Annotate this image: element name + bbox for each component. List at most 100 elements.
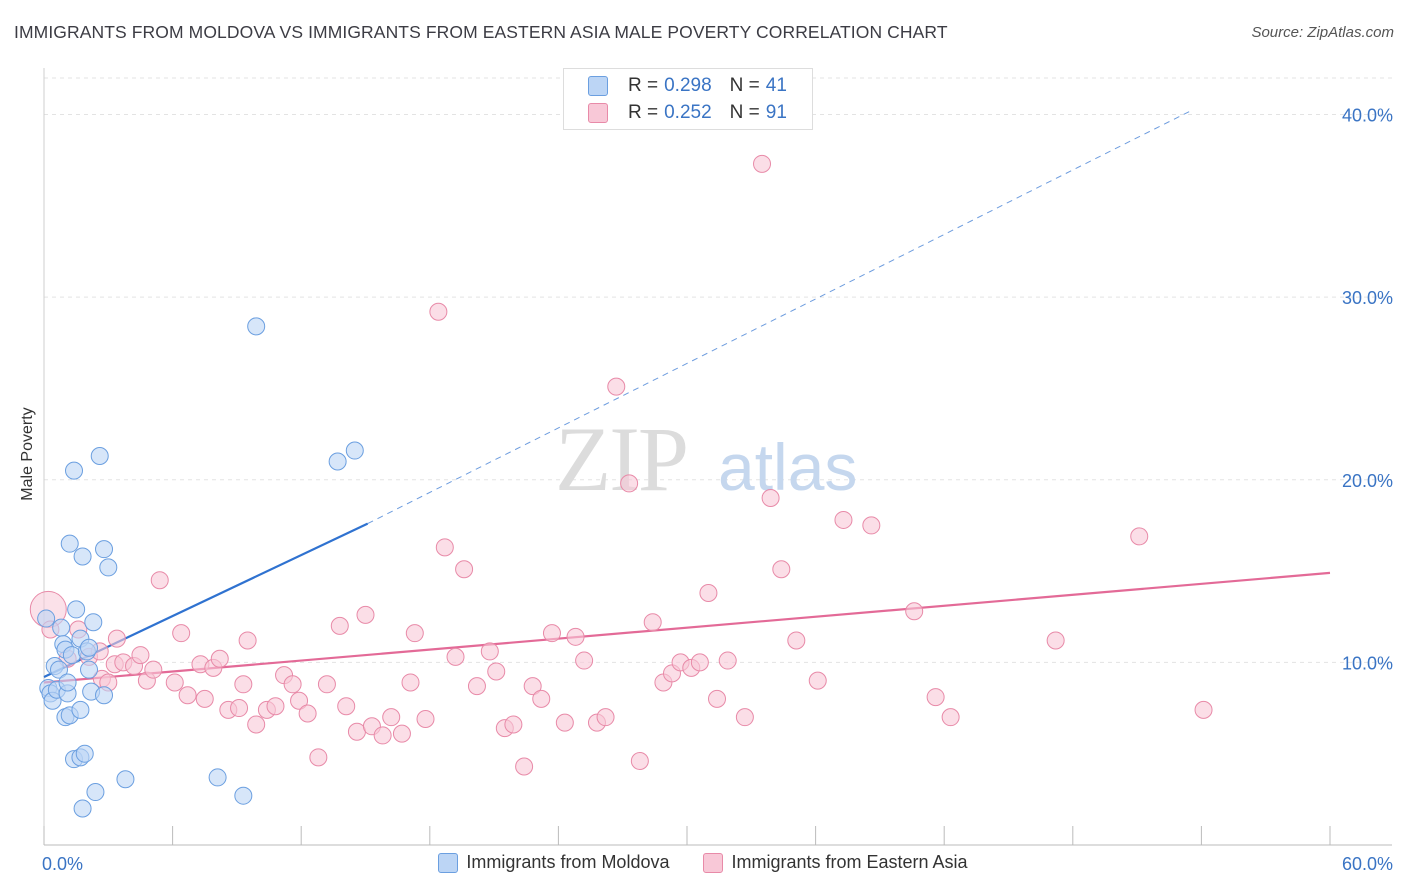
point-eastern-asia bbox=[555, 713, 574, 732]
point-eastern-asia bbox=[416, 709, 435, 728]
point-moldova bbox=[95, 686, 114, 705]
n-value: 91 bbox=[765, 102, 787, 123]
legend-label-moldova: Immigrants from Moldova bbox=[466, 852, 670, 872]
point-eastern-asia bbox=[172, 624, 191, 643]
point-eastern-asia bbox=[596, 708, 615, 727]
point-eastern-asia bbox=[643, 613, 662, 632]
point-eastern-asia bbox=[435, 538, 454, 557]
point-eastern-asia bbox=[787, 631, 806, 650]
legend-item-moldova: Immigrants from Moldova bbox=[438, 852, 669, 873]
point-moldova bbox=[84, 613, 103, 632]
point-eastern-asia bbox=[337, 697, 356, 716]
point-eastern-asia bbox=[834, 510, 853, 529]
point-moldova bbox=[73, 799, 92, 818]
point-eastern-asia bbox=[356, 605, 375, 624]
point-moldova bbox=[62, 646, 81, 665]
point-moldova bbox=[234, 786, 253, 805]
watermark: ZIP atlas bbox=[555, 408, 857, 510]
legend-swatch-pink bbox=[588, 103, 608, 123]
point-eastern-asia bbox=[347, 722, 366, 741]
point-eastern-asia bbox=[735, 708, 754, 727]
tick-labels: 10.0% 20.0% 30.0% 40.0% 0.0% 60.0% bbox=[42, 106, 1393, 874]
y-axis-label: Male Poverty bbox=[19, 407, 36, 501]
point-eastern-asia bbox=[480, 642, 499, 661]
point-eastern-asia bbox=[382, 708, 401, 727]
point-moldova bbox=[345, 441, 364, 460]
point-eastern-asia bbox=[515, 757, 534, 776]
stats-legend: R = 0.298 N = 41 R = 0.252 N = 91 bbox=[563, 68, 813, 130]
point-moldova bbox=[75, 744, 94, 763]
point-eastern-asia bbox=[195, 689, 214, 708]
point-moldova bbox=[60, 534, 79, 553]
point-eastern-asia bbox=[373, 726, 392, 745]
point-eastern-asia bbox=[575, 651, 594, 670]
point-eastern-asia bbox=[131, 646, 150, 665]
series-legend: Immigrants from Moldova Immigrants from … bbox=[0, 852, 1406, 873]
point-eastern-asia bbox=[455, 560, 474, 579]
n-label: N = bbox=[729, 102, 760, 123]
point-eastern-asia bbox=[178, 686, 197, 705]
point-eastern-asia bbox=[753, 154, 772, 173]
point-eastern-asia bbox=[392, 724, 411, 743]
point-eastern-asia bbox=[941, 708, 960, 727]
point-eastern-asia bbox=[283, 675, 302, 694]
point-moldova bbox=[65, 461, 84, 480]
point-eastern-asia bbox=[708, 689, 727, 708]
point-eastern-asia bbox=[210, 649, 229, 668]
point-eastern-asia bbox=[165, 673, 184, 692]
point-eastern-asia bbox=[926, 688, 945, 707]
legend-item-eastern-asia: Immigrants from Eastern Asia bbox=[703, 852, 968, 873]
point-eastern-asia bbox=[905, 602, 924, 621]
watermark-atlas: atlas bbox=[718, 430, 857, 504]
point-eastern-asia bbox=[1046, 631, 1065, 650]
point-moldova bbox=[116, 770, 135, 789]
point-eastern-asia bbox=[772, 560, 791, 579]
x-tick-label: 0.0% bbox=[42, 854, 83, 874]
source-label: Source: ZipAtlas.com bbox=[1251, 24, 1394, 41]
watermark-zip: ZIP bbox=[555, 408, 687, 510]
point-eastern-asia bbox=[144, 660, 163, 679]
point-moldova bbox=[86, 783, 105, 802]
point-eastern-asia bbox=[150, 571, 169, 590]
point-eastern-asia bbox=[405, 624, 424, 643]
trend-lines bbox=[43, 110, 1331, 684]
point-eastern-asia bbox=[330, 616, 349, 635]
y-tick-label: 20.0% bbox=[1342, 471, 1393, 491]
point-eastern-asia bbox=[607, 377, 626, 396]
stats-legend-row-moldova: R = 0.298 N = 41 bbox=[588, 73, 787, 99]
point-moldova bbox=[50, 660, 69, 679]
point-eastern-asia bbox=[467, 677, 486, 696]
point-eastern-asia bbox=[504, 715, 523, 734]
point-eastern-asia bbox=[566, 627, 585, 646]
point-eastern-asia bbox=[298, 704, 317, 723]
point-moldova bbox=[328, 452, 347, 471]
y-tick-label: 10.0% bbox=[1342, 653, 1393, 673]
point-eastern-asia bbox=[309, 748, 328, 767]
point-eastern-asia bbox=[699, 583, 718, 602]
trend-line-eastern-asia bbox=[43, 571, 1331, 684]
point-eastern-asia bbox=[238, 631, 257, 650]
point-eastern-asia bbox=[690, 653, 709, 672]
r-label: R = bbox=[628, 75, 659, 96]
point-eastern-asia bbox=[446, 647, 465, 666]
gridlines bbox=[44, 77, 1392, 663]
point-eastern-asia bbox=[620, 474, 639, 493]
y-tick-label: 40.0% bbox=[1342, 106, 1393, 126]
point-moldova bbox=[73, 547, 92, 566]
point-moldova bbox=[99, 558, 118, 577]
x-tick-label: 60.0% bbox=[1342, 854, 1393, 874]
point-moldova bbox=[90, 447, 109, 466]
point-moldova bbox=[80, 638, 99, 657]
point-eastern-asia bbox=[542, 624, 561, 643]
r-value: 0.298 bbox=[664, 75, 712, 96]
point-moldova bbox=[247, 317, 266, 336]
point-eastern-asia bbox=[523, 677, 542, 696]
point-eastern-asia bbox=[532, 689, 551, 708]
point-eastern-asia bbox=[429, 302, 448, 321]
point-eastern-asia bbox=[317, 675, 336, 694]
point-moldova bbox=[67, 600, 86, 619]
n-value: 41 bbox=[765, 75, 787, 96]
point-eastern-asia bbox=[247, 715, 266, 734]
r-value: 0.252 bbox=[664, 102, 712, 123]
